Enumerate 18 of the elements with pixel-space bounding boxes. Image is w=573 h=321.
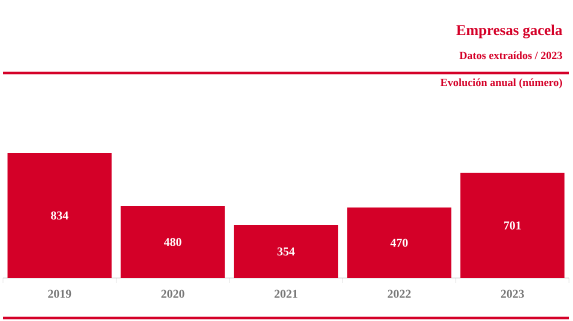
x-tick-label: 2022 <box>388 290 411 298</box>
x-tick-label: 2020 <box>161 290 184 298</box>
x-tick-label: 2023 <box>500 290 524 298</box>
data-label: 834 <box>51 211 68 220</box>
data-label: 470 <box>390 238 408 247</box>
data-label: 354 <box>277 247 295 256</box>
chart-title: Empresas gacela <box>456 24 562 38</box>
bar <box>120 206 225 278</box>
text: Evolución anual (número) <box>440 78 562 88</box>
x-tick-label: 2021 <box>274 290 298 298</box>
bar <box>460 172 564 278</box>
bar <box>347 208 452 278</box>
data-label: 701 <box>504 221 521 230</box>
x-tick-label: 2019 <box>48 290 72 298</box>
bar <box>8 153 112 278</box>
bar <box>234 224 338 278</box>
data-label: 480 <box>164 238 182 246</box>
chart-subtitle: Datos extraídos / 2023 <box>459 51 562 60</box>
